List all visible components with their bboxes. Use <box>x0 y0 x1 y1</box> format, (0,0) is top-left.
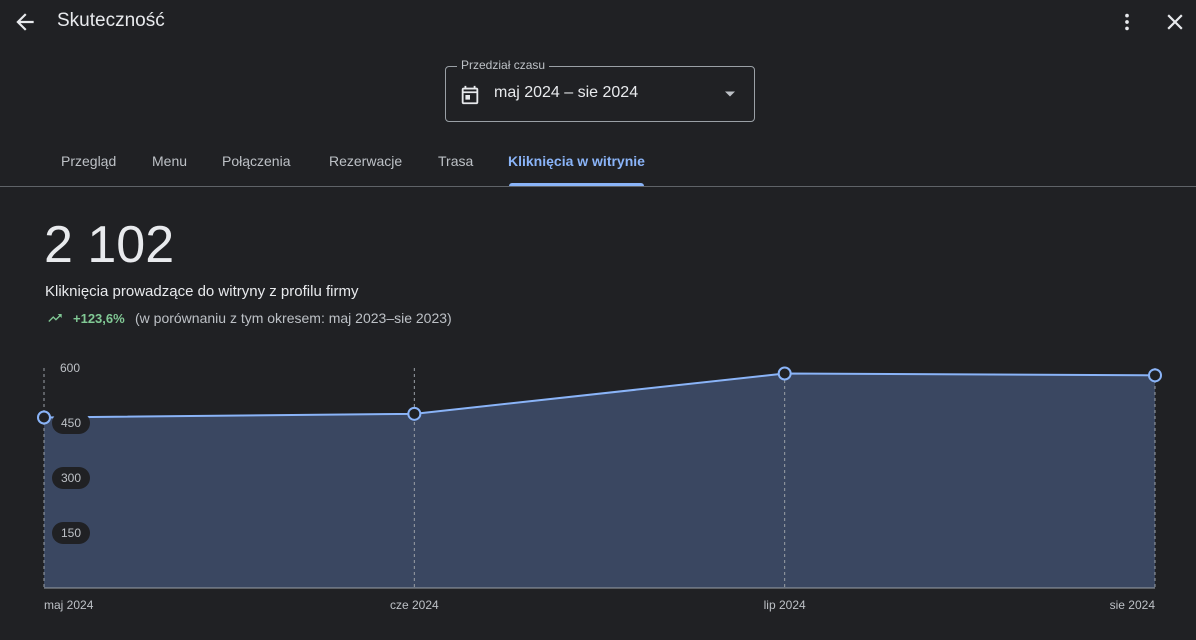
chart-data-point[interactable] <box>1148 368 1162 383</box>
dropdown-arrow-icon <box>725 91 735 97</box>
y-tick-label: 150 <box>61 526 81 540</box>
tabs-divider <box>0 186 1196 187</box>
y-tick-pill <box>52 412 90 434</box>
chart-data-point[interactable] <box>407 406 422 421</box>
metric-label: Kliknięcia prowadzące do witryny z profi… <box>45 283 359 300</box>
tab-calls[interactable]: Połączenia <box>222 153 291 169</box>
tab-menu[interactable]: Menu <box>152 153 188 169</box>
trending-up-icon <box>48 314 62 322</box>
x-tick-label: cze 2024 <box>390 598 439 612</box>
tab-directions[interactable]: Trasa <box>438 153 474 169</box>
tab-overview[interactable]: Przegląd <box>61 153 117 169</box>
y-tick-pill <box>52 522 90 544</box>
x-tick-label: lip 2024 <box>764 598 806 612</box>
arrow-back-icon[interactable] <box>12 9 38 35</box>
trend-percentage: +123,6% <box>73 311 125 326</box>
y-tick-label: 600 <box>60 361 80 375</box>
x-tick-label: maj 2024 <box>44 598 94 612</box>
chart-area-fill <box>44 373 1155 588</box>
chart-data-point[interactable] <box>777 366 792 381</box>
date-range-value: maj 2024 – sie 2024 <box>494 84 639 101</box>
chart-series-line <box>43 372 1156 419</box>
close-icon[interactable] <box>1162 9 1188 35</box>
y-tick-pill <box>52 467 90 489</box>
date-range-select[interactable]: Przedział czasu maj 2024 – sie 2024 <box>445 58 755 122</box>
page-title: Skuteczność <box>57 10 165 31</box>
tab-bar: Przegląd Menu Połączenia Rezerwacje Tras… <box>0 140 1196 188</box>
chart-data-point[interactable] <box>37 410 51 425</box>
trend-comparison-text: (w porównaniu z tym okresem: maj 2023–si… <box>135 310 452 326</box>
tab-bookings[interactable]: Rezerwacje <box>329 153 403 169</box>
more-vert-icon[interactable] <box>1116 9 1138 35</box>
y-tick-label: 450 <box>61 416 81 430</box>
active-tab-indicator <box>509 183 644 186</box>
x-tick-label: sie 2024 <box>1110 598 1156 612</box>
y-tick-label: 300 <box>61 471 81 485</box>
date-range-legend: Przedział czasu <box>457 58 550 72</box>
calendar-icon <box>461 85 479 105</box>
tab-website-clicks[interactable]: Kliknięcia w witrynie <box>508 153 645 169</box>
top-app-bar: Skuteczność <box>0 0 1196 44</box>
metric-value: 2 102 <box>44 216 175 274</box>
